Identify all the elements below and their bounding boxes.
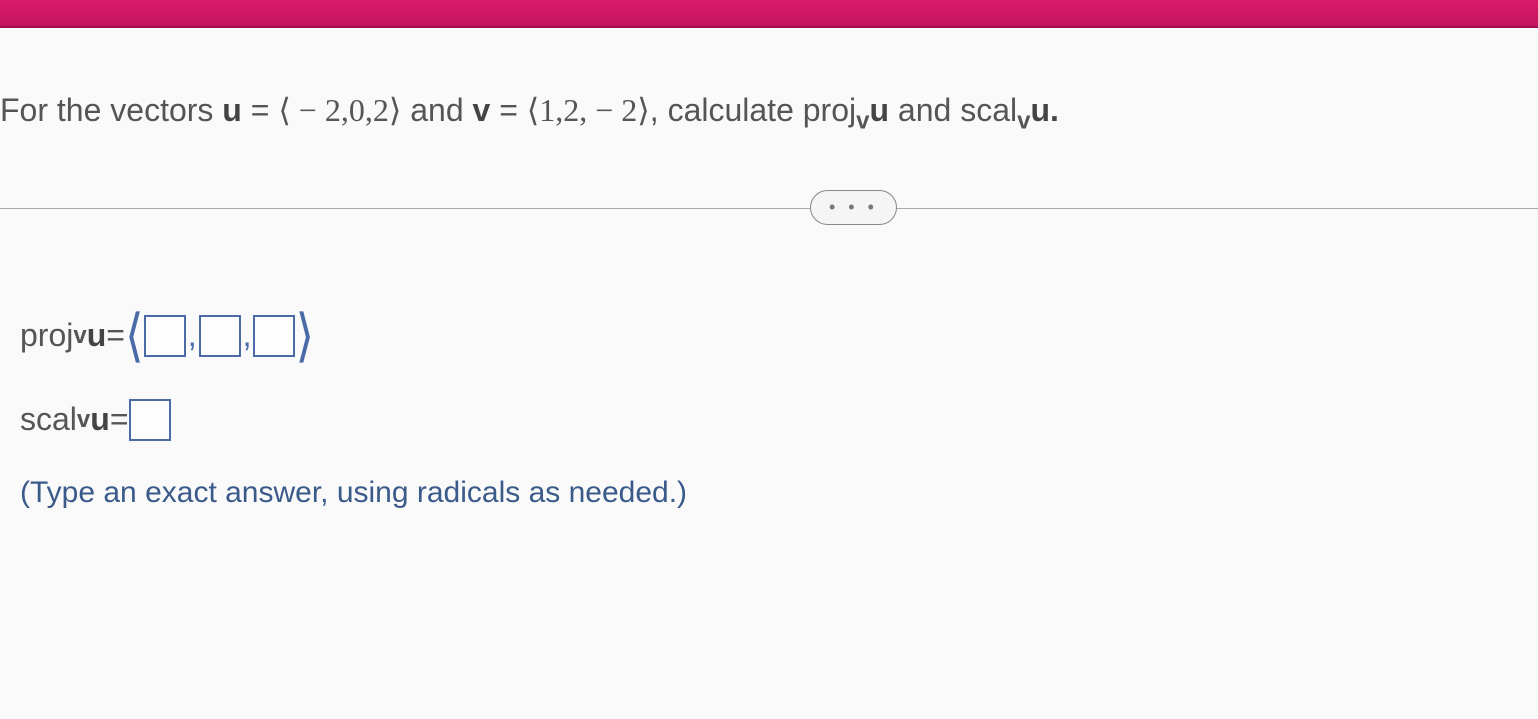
proj-label: proj [20, 317, 73, 354]
and-scal: and scal [889, 92, 1017, 128]
proj-u: u [869, 92, 889, 128]
u-equals: = [242, 92, 278, 128]
right-angle-bracket: ⟩ [295, 302, 314, 369]
left-angle-bracket: ⟨ [125, 302, 144, 369]
v-equals: = [490, 92, 526, 128]
scal-input[interactable] [129, 399, 171, 441]
answer-section: projvu = ⟨ ,, ⟩ scalvu = (Type an exact … [0, 228, 1538, 510]
question-prefix: For the vectors [0, 92, 222, 128]
divider-row: • • • [0, 188, 1538, 228]
divider-line [0, 208, 1538, 209]
question-text: For the vectors u = ⟨ − 2,0,2⟩ and v = ⟨… [0, 28, 1538, 188]
proj-input-1[interactable] [144, 315, 186, 357]
proj-u-bold: u [87, 317, 107, 354]
proj-subscript-v: v [856, 107, 869, 134]
scal-sub-v: v [77, 406, 90, 434]
proj-answer-row: projvu = ⟨ ,, ⟩ [20, 308, 1538, 364]
comma-2: , [243, 317, 252, 354]
scal-u: u. [1030, 92, 1058, 128]
content-area: For the vectors u = ⟨ − 2,0,2⟩ and v = ⟨… [0, 28, 1538, 719]
hint-text: (Type an exact answer, using radicals as… [20, 476, 1538, 510]
proj-equals: = [106, 317, 125, 354]
and-text: and [401, 92, 472, 128]
scal-answer-row: scalvu = [20, 399, 1538, 441]
calc-text: , calculate proj [650, 92, 856, 128]
top-accent-bar [0, 0, 1538, 28]
u-vector-value: ⟨ − 2,0,2⟩ [278, 92, 401, 128]
proj-sub-v: v [73, 322, 86, 350]
scal-label: scal [20, 401, 77, 438]
proj-input-3[interactable] [253, 315, 295, 357]
scal-subscript-v: v [1017, 107, 1030, 134]
more-options-button[interactable]: • • • [810, 190, 897, 225]
vector-v-label: v [473, 92, 491, 128]
vector-u-label: u [222, 92, 242, 128]
scal-u-bold: u [90, 401, 110, 438]
scal-equals: = [110, 401, 129, 438]
proj-input-2[interactable] [199, 315, 241, 357]
v-vector-value: ⟨1,2, − 2⟩ [527, 92, 650, 128]
comma-1: , [188, 317, 197, 354]
